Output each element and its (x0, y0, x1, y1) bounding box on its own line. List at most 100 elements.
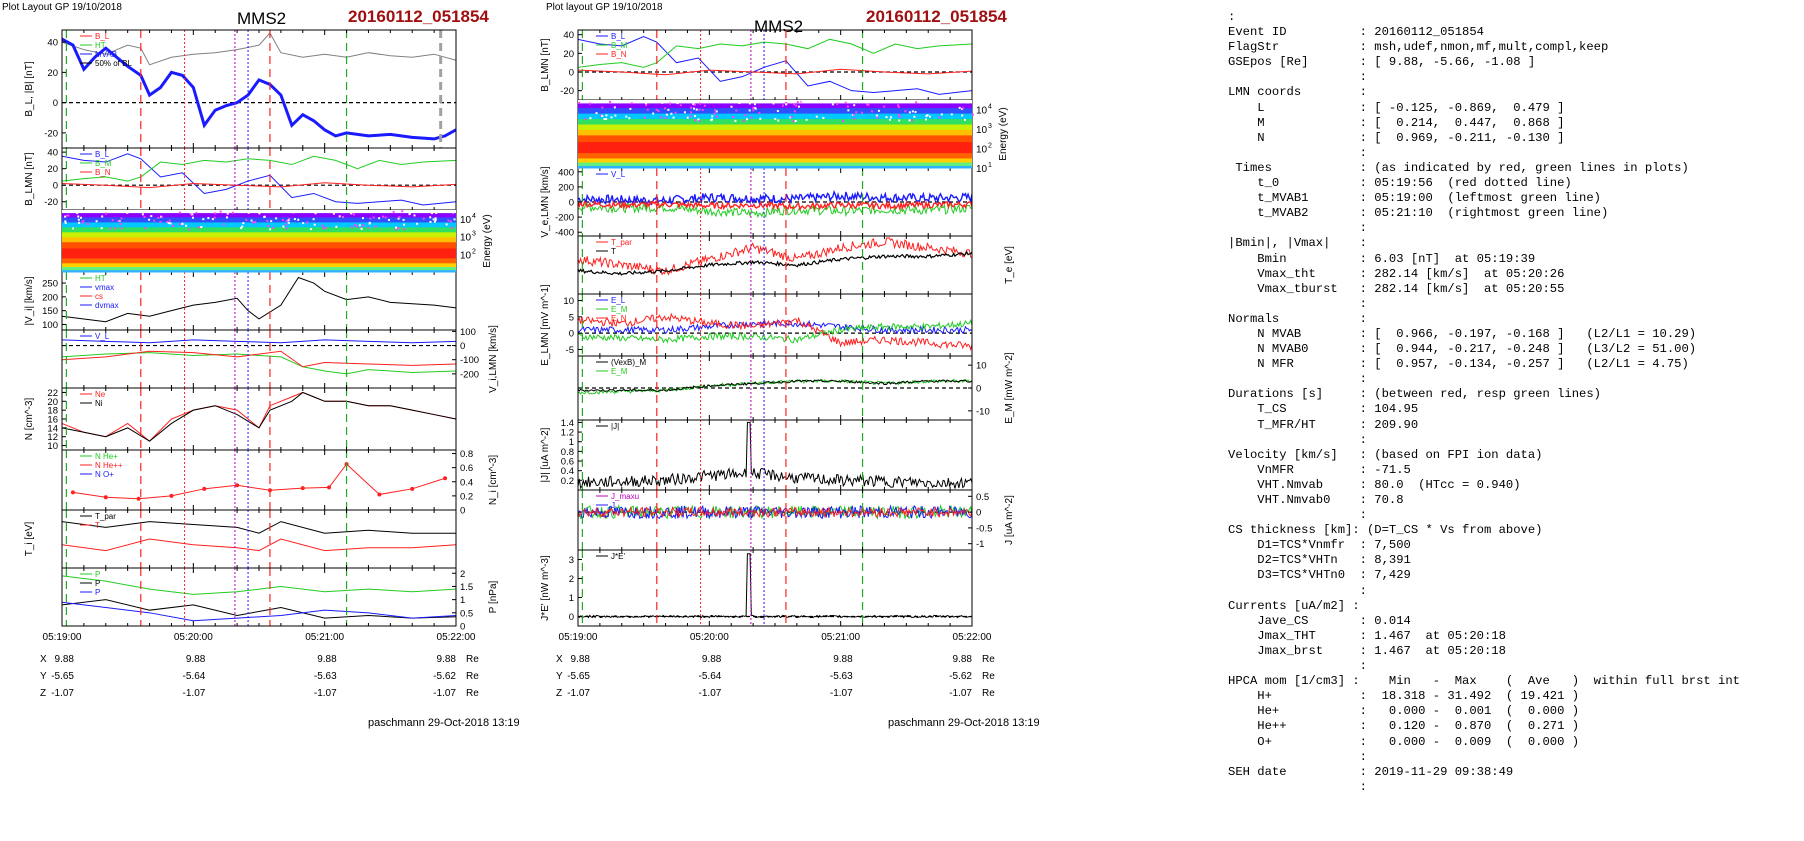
legend-label: HT (95, 41, 106, 50)
summary-line: Vmax_tburst : 282.14 [km/s] at 05:20:55 (1228, 282, 1740, 297)
spectrogram-speckle (596, 112, 598, 114)
summary-line: H+ : 18.318 - 31.492 ( 19.421 ) (1228, 689, 1740, 704)
spectrogram-speckle (711, 100, 713, 102)
spectrogram-speckle (282, 219, 284, 221)
series-T (62, 539, 456, 551)
spectrogram-speckle (625, 116, 627, 118)
spectrogram-band (62, 270, 456, 272)
y-tick-label: -20 (44, 197, 58, 208)
spectrogram-speckle (809, 100, 811, 102)
summary-line: D1=TCS*Vnmfr : 7,500 (1228, 538, 1740, 553)
spectrogram-speckle (676, 102, 678, 104)
summary-line: N : [ 0.969, -0.211, -0.130 ] (1228, 131, 1740, 146)
spectrogram-speckle (153, 220, 155, 222)
x-tick-label: 05:20:00 (690, 632, 729, 643)
coord-value: 9.88 (702, 654, 722, 665)
data-point (202, 487, 206, 491)
spectrogram-speckle (294, 218, 296, 220)
y-tick-label: 5 (569, 312, 574, 323)
y-tick-label: 10 (460, 215, 472, 226)
y-tick-label: 10 (976, 164, 988, 175)
spectrogram-speckle (373, 216, 375, 218)
y-tick-label: 1.5 (460, 582, 473, 593)
y-axis-label: E_M [mW m^-2] (1004, 352, 1015, 424)
spectrogram-speckle (735, 109, 737, 111)
coord-label: Z (556, 688, 562, 699)
spectrogram-speckle (395, 228, 397, 230)
y-tick-label: 1 (569, 437, 574, 448)
legend-label: dvmax (95, 301, 119, 310)
legend-label: J_maxu (611, 492, 639, 501)
spectrogram-speckle (866, 103, 868, 105)
legend-label: E_M (611, 305, 628, 314)
legend-label: T (95, 521, 100, 530)
spectrogram-speckle (913, 116, 915, 118)
legend-label: MVAB (95, 50, 117, 59)
legend-label: P (95, 579, 100, 588)
spectrogram-speckle (601, 107, 603, 109)
spectrogram-speckle (962, 107, 964, 109)
spectrogram-speckle (793, 103, 795, 105)
summary-line: D2=TCS*VHTn : 8,391 (1228, 553, 1740, 568)
spectrogram-speckle (306, 221, 308, 223)
y-tick-label: 10 (460, 233, 472, 244)
spectrogram-speckle (667, 109, 669, 111)
spectrogram-speckle (351, 226, 353, 228)
spectrogram-speckle (714, 113, 716, 115)
spectrogram-speckle (883, 106, 885, 108)
panel-frame (62, 450, 456, 510)
spectrogram-speckle (664, 107, 666, 109)
panel-L8: T_i [eV] T_parT (24, 510, 456, 568)
legend-label: N He+ (95, 452, 118, 461)
y-tick-label: 40 (47, 38, 58, 49)
spectrogram-speckle (240, 227, 242, 229)
legend-label: B_N (611, 50, 627, 59)
coord-value: -1.07 (699, 688, 722, 699)
y-tick-exp: 2 (472, 248, 476, 255)
spectrogram-speckle (689, 115, 691, 117)
spectrogram-speckle (699, 120, 701, 122)
y-tick-label: 1.2 (561, 428, 574, 439)
coord-value: -1.07 (183, 688, 206, 699)
spectrogram-speckle (697, 118, 699, 120)
summary-line: T_CS : 104.95 (1228, 402, 1740, 417)
summary-line: VHT.Nmvab0 : 70.8 (1228, 493, 1740, 508)
right-signature: paschmann 29-Oct-2018 13:19 (888, 717, 1040, 729)
spectrogram-speckle (189, 212, 191, 214)
spectrogram-speckle (310, 228, 312, 230)
y-axis-label: B_LMN [nT] (24, 152, 35, 206)
spectrogram-speckle (150, 215, 152, 217)
y-tick-label: -10 (976, 406, 990, 417)
y-tick-label: -0.5 (976, 523, 992, 534)
spectrogram-band (62, 258, 456, 263)
spectrogram-speckle (847, 109, 849, 111)
spectrogram-speckle (121, 227, 123, 229)
spectrogram-speckle (845, 102, 847, 104)
panel-R4: T_e [eV] T_parT (578, 236, 1015, 294)
coord-value: 9.88 (571, 654, 591, 665)
spectrogram-speckle (205, 211, 207, 213)
spectrogram-speckle (450, 220, 452, 222)
data-point (137, 497, 141, 501)
spectrogram-speckle (286, 227, 288, 229)
summary-line: He+ : 0.000 - 0.001 ( 0.000 ) (1228, 704, 1740, 719)
y-axis-label: |J| [uA m^-2] (540, 427, 551, 482)
panel-R5: -50510E_LMN [mV m^-1] E_LE_ME_N (540, 284, 972, 366)
spectrogram-speckle (270, 220, 272, 222)
spectrogram-band (62, 263, 456, 267)
summary-line: t_MVAB2 : 05:21:10 (rightmost green line… (1228, 206, 1740, 221)
spectrogram-speckle (822, 117, 824, 119)
spectrogram-band (578, 103, 972, 108)
spectrogram-speckle (961, 114, 963, 116)
spectrogram-speckle (266, 220, 268, 222)
spectrogram-speckle (758, 112, 760, 114)
spectrogram-speckle (375, 226, 377, 228)
y-tick-label: -20 (44, 128, 58, 139)
y-tick-label: 0 (53, 98, 58, 109)
spectrogram-speckle (610, 116, 612, 118)
spectrogram-speckle (81, 222, 83, 224)
spectrogram-speckle (447, 220, 449, 222)
spectrogram-speckle (754, 103, 756, 105)
coord-label: Y (40, 671, 47, 682)
spectrogram-speckle (403, 228, 405, 230)
